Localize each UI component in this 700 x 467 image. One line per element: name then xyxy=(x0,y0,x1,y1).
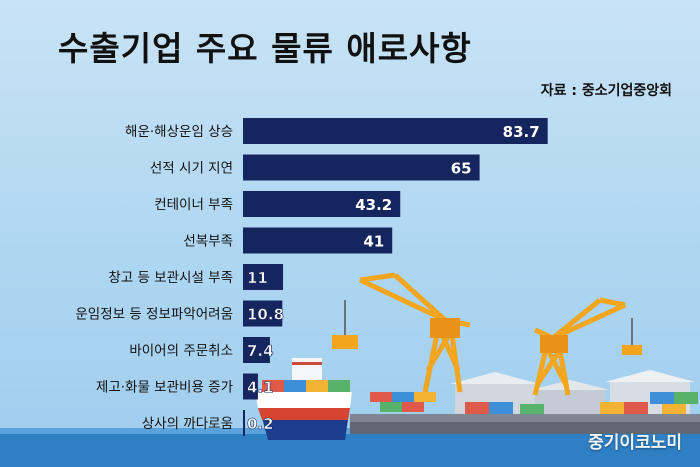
bar xyxy=(243,337,270,363)
watermark-logo: 중기이코노미 xyxy=(588,433,682,453)
category-label: 해운·해상운임 상승 xyxy=(125,124,233,140)
value-label: 11 xyxy=(247,269,268,287)
bar xyxy=(243,154,480,181)
cargo-ship xyxy=(255,358,352,440)
crane-right-cab xyxy=(540,335,568,353)
category-label: 컨테이너 부족 xyxy=(154,197,233,213)
crane-left-hook xyxy=(332,335,358,349)
value-label: 41 xyxy=(363,233,384,251)
value-label: 65 xyxy=(451,160,472,178)
crane-left-cab xyxy=(430,318,460,338)
bar xyxy=(243,373,258,400)
bar xyxy=(243,410,245,436)
category-label: 운임정보 등 정보파악어려움 xyxy=(75,307,233,323)
bar xyxy=(243,118,548,144)
pier-deck xyxy=(350,414,700,422)
category-label: 선복부족 xyxy=(183,234,233,250)
source-label: 자료 : 중소기업중앙회 xyxy=(540,83,672,99)
pier-wall xyxy=(350,422,700,434)
sea-water xyxy=(0,432,700,467)
value-label: 4.1 xyxy=(247,379,274,397)
value-label: 0.2 xyxy=(247,415,274,433)
bar xyxy=(243,300,283,327)
bar xyxy=(243,191,401,217)
value-label: 83.7 xyxy=(503,123,540,141)
bar xyxy=(243,227,393,254)
crane-right-hook xyxy=(622,345,642,355)
value-label: 43.2 xyxy=(355,196,392,214)
pier-containers xyxy=(370,392,698,416)
category-label: 상사의 까다로움 xyxy=(142,416,233,432)
crane-right xyxy=(532,297,627,396)
category-label: 창고 등 보관시설 부족 xyxy=(108,270,233,286)
bar xyxy=(243,264,284,290)
category-label: 제고·화물 보관비용 증가 xyxy=(96,380,233,396)
category-label: 선적 시기 지연 xyxy=(150,161,233,177)
value-label: 7.4 xyxy=(247,342,274,360)
page-title: 수출기업 주요 물류 애로사항 xyxy=(58,29,472,68)
category-label: 바이어의 주문취소 xyxy=(129,343,233,359)
value-label: 10.8 xyxy=(247,306,284,324)
